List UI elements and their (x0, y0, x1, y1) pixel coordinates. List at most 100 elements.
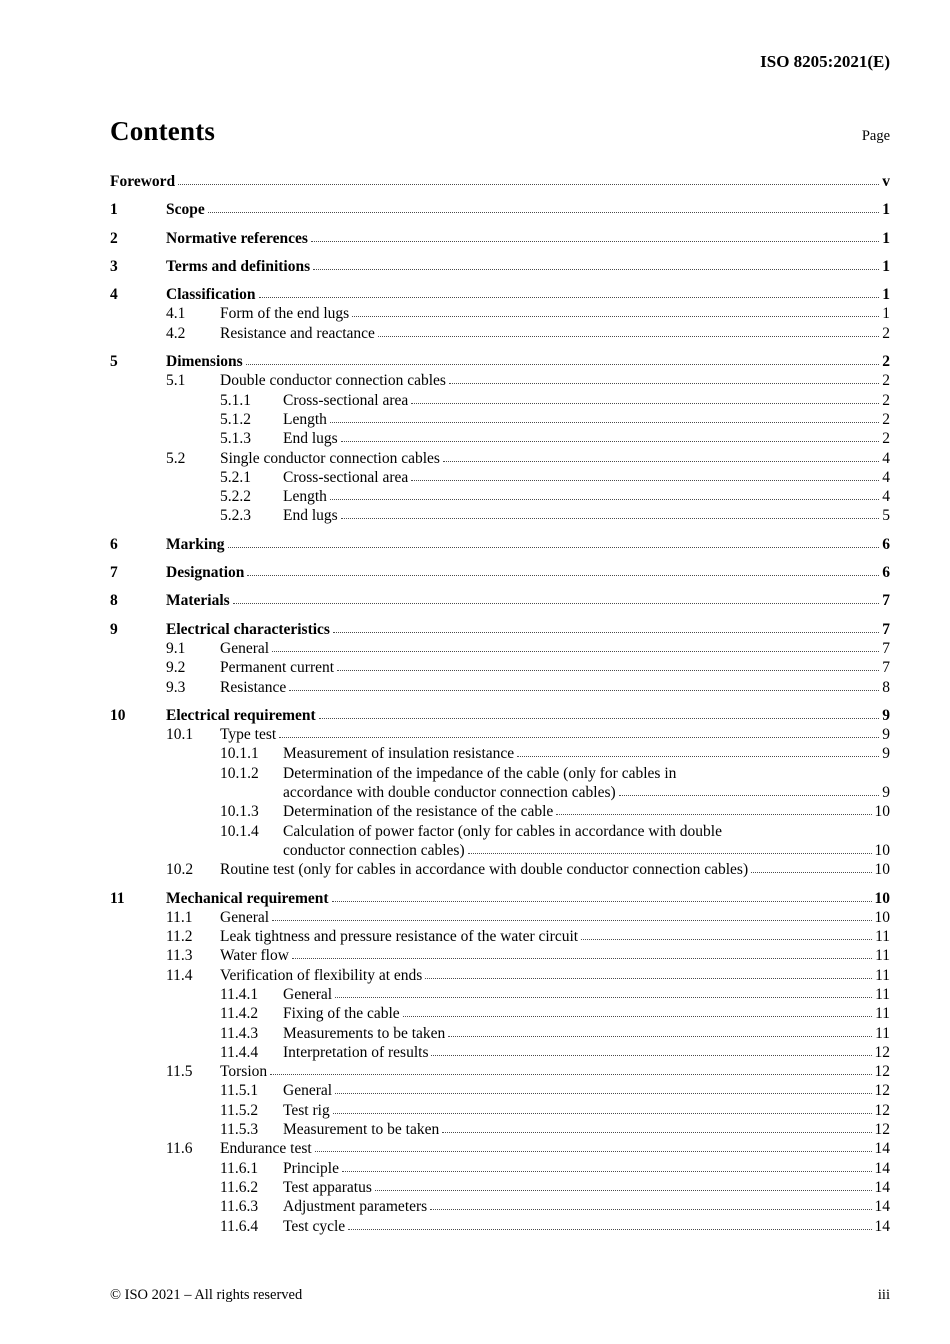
toc-entry-line: Principle 14 (283, 1159, 890, 1178)
toc-entry-line: Designation 6 (166, 563, 890, 582)
toc-entry-line: Mechanical requirement 10 (166, 889, 890, 908)
toc-entry-line: Test cycle 14 (283, 1217, 890, 1236)
toc-entry-page: 12 (874, 1043, 891, 1061)
toc-entry-line: Electrical requirement 9 (166, 706, 890, 725)
dot-leader (289, 689, 880, 691)
toc-entry-label: Routine test (only for cables in accorda… (220, 861, 749, 879)
dot-leader (348, 1228, 872, 1230)
toc-entry-line: Measurement of insulation resistance 9 (283, 744, 890, 763)
dot-leader (335, 1093, 872, 1095)
toc-entry-page: 2 (882, 324, 890, 342)
dot-leader (335, 996, 873, 998)
toc-entry-page: 10 (874, 908, 891, 926)
toc-entry-label: Type test (220, 726, 277, 744)
toc-entry: 10.1.1 Measurement of insulation resistan… (110, 744, 890, 763)
toc-entry-line: Test apparatus 14 (283, 1178, 890, 1197)
toc-entry-page: 11 (875, 985, 890, 1003)
dot-leader (337, 670, 880, 672)
toc-entry-label: Normative references (166, 229, 308, 247)
toc-entry-page: 11 (875, 966, 890, 984)
toc-entry: 5.1.1 Cross-sectional area 2 (110, 391, 890, 410)
toc-entry: 10.1.3 Determination of the resistance of… (110, 802, 890, 821)
dot-leader (442, 460, 880, 462)
toc-entry-page: 1 (882, 286, 890, 304)
toc-entry-line: accordance with double conductor connect… (283, 783, 890, 802)
toc-entry-line: Normative references 1 (166, 229, 890, 248)
toc-entry-label: Adjustment parameters (283, 1198, 428, 1216)
toc-entry-number: 2 (110, 229, 118, 247)
dot-leader (247, 575, 880, 577)
toc-entry-label: Test rig (283, 1101, 330, 1119)
page-header: ISO 8205:2021(E) (110, 0, 890, 72)
toc-entry-label: Cross-sectional area (283, 468, 409, 486)
toc-entry-page: 11 (875, 928, 890, 946)
toc-entry: 11.6.3 Adjustment parameters 14 (110, 1197, 890, 1216)
toc-entry-label: Leak tightness and pressure resistance o… (220, 928, 579, 946)
toc-entry-page: 9 (882, 745, 890, 763)
toc-entry-line: Terms and definitions 1 (166, 257, 890, 276)
toc-entry-number: 1 (110, 201, 118, 219)
toc-entry-page: 6 (882, 535, 890, 553)
contents-title-row: Contents Page (110, 116, 890, 147)
toc-entry-page: 14 (874, 1159, 891, 1177)
toc-entry-label: Length (283, 488, 327, 506)
toc-entry-line: End lugs 5 (283, 506, 890, 525)
toc-entry-line: Permanent current 7 (220, 658, 890, 677)
dot-leader (314, 1151, 872, 1153)
toc-entry-body: Foreword v (110, 172, 890, 191)
dot-leader (425, 977, 873, 979)
toc-entry-body: General 10 (220, 908, 890, 927)
toc-entry: 5.2.2 Length 4 (110, 487, 890, 506)
toc-entry-number: 9.2 (166, 659, 186, 677)
toc-entry: 10.1.2 Determination of the impedance of … (110, 764, 890, 803)
toc-entry-body: Adjustment parameters 14 (283, 1197, 890, 1216)
page-column-label: Page (861, 128, 890, 144)
dot-leader (374, 1189, 872, 1191)
dot-leader (272, 919, 872, 921)
dot-leader (310, 240, 880, 242)
toc-entry-page: 8 (882, 678, 890, 696)
toc-entry-page: 12 (874, 1082, 891, 1100)
toc-entry-line: Adjustment parameters 14 (283, 1197, 890, 1216)
toc-entry: 11.1 General 10 (110, 908, 890, 927)
dot-leader (227, 546, 880, 548)
toc-entry-label: conductor connection cables) (283, 841, 465, 859)
toc-entry-label: End lugs (283, 507, 338, 525)
toc-entry-body: Test apparatus 14 (283, 1178, 890, 1197)
dot-leader (272, 650, 880, 652)
toc-entry-label: Dimensions (166, 353, 243, 371)
toc-entry: 6 Marking 6 (110, 535, 890, 554)
toc-entry-label: Classification (166, 286, 256, 304)
toc-entry: 11.3 Water flow 11 (110, 946, 890, 965)
toc-entry-line: Resistance and reactance 2 (220, 324, 890, 343)
toc-entry-label: Endurance test (220, 1140, 312, 1158)
dot-leader (340, 441, 880, 443)
toc-entry-number: 5.1.1 (220, 391, 251, 409)
toc-entry-line: conductor connection cables) 10 (283, 841, 890, 860)
toc-entry-label: Test cycle (283, 1217, 346, 1235)
toc-entry: 11.4 Verification of flexibility at ends 1… (110, 966, 890, 985)
toc-entry-line: Interpretation of results 12 (283, 1043, 890, 1062)
dot-leader (318, 717, 880, 719)
toc-entry-label: Determination of the impedance of the ca… (283, 764, 677, 782)
toc-entry: 9.1 General 7 (110, 639, 890, 658)
dot-leader (341, 1170, 872, 1172)
toc-entry-number: 4.1 (166, 305, 186, 323)
toc-entry-label: Interpretation of results (283, 1043, 429, 1061)
toc-entry-number: 11.6.3 (220, 1198, 259, 1216)
toc-entry-label: Principle (283, 1159, 339, 1177)
dot-leader (313, 268, 880, 270)
dot-leader (618, 795, 880, 797)
dot-leader (581, 939, 873, 941)
toc-entry: 7 Designation 6 (110, 563, 890, 582)
toc-entry-line: General 12 (283, 1081, 890, 1100)
toc-entry-number: 5.1.3 (220, 430, 251, 448)
toc-entry-line: Resistance 8 (220, 678, 890, 697)
toc-entry: 3 Terms and definitions 1 (110, 257, 890, 276)
toc-entry-label: Electrical requirement (166, 706, 316, 724)
toc-entry-label: Measurement to be taken (283, 1121, 440, 1139)
toc-entry-label: Cross-sectional area (283, 391, 409, 409)
toc-entry-number: 10 (110, 706, 126, 724)
toc-entry-number: 6 (110, 535, 118, 553)
toc-entry-page: 14 (874, 1140, 891, 1158)
